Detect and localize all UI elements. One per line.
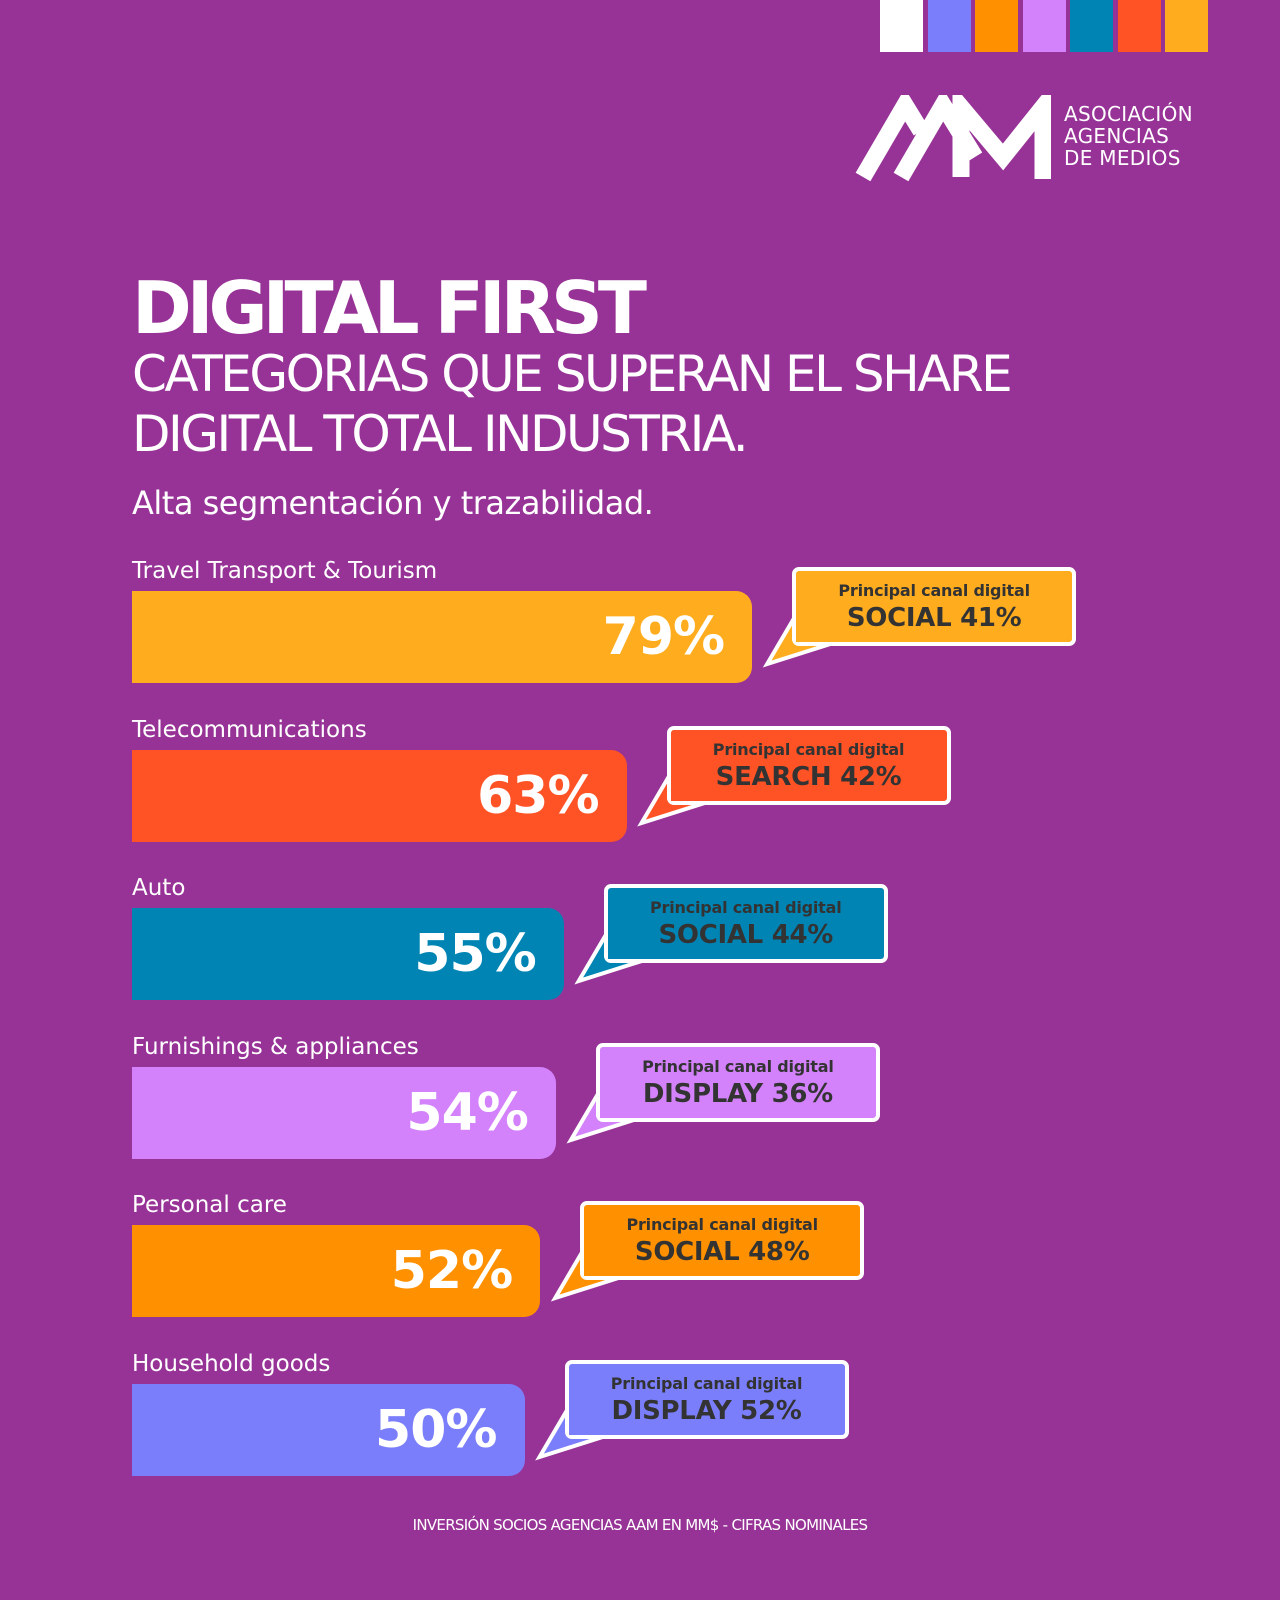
color-swatch (1165, 0, 1208, 52)
page-title: DIGITAL FIRST (132, 266, 647, 350)
callout-joint (599, 1087, 640, 1118)
channel-callout: Principal canal digital DISPLAY 52% (564, 1360, 849, 1439)
bar-value-label: 55% (414, 924, 536, 985)
logo-line-1: ASOCIACIÓN (1064, 102, 1193, 126)
channel-callout: Principal canal digital DISPLAY 36% (595, 1042, 880, 1122)
color-swatch (1022, 0, 1066, 52)
bar: 54% (132, 1066, 556, 1159)
chart-row: Travel Transport & Tourism 79% Principal c… (0, 558, 1280, 708)
callout-heading: Principal canal digital (650, 898, 842, 918)
callout-heading: Principal canal digital (610, 1374, 803, 1393)
category-label: Personal care (132, 1192, 287, 1219)
channel-callout: Principal canal digital SOCIAL 44% (603, 884, 888, 964)
bar: 79% (132, 591, 753, 683)
callout-heading: Principal canal digital (712, 739, 905, 759)
footnote: INVERSIÓN SOCIOS AGENCIAS AAM EN MM$ - C… (412, 1516, 868, 1534)
logo-line-2: AGENCIAS (1064, 124, 1170, 148)
logo-wordmark: ASOCIACIÓN AGENCIAS DE MEDIOS (1064, 103, 1193, 169)
category-label: Travel Transport & Tourism (132, 558, 438, 584)
category-label: Household goods (132, 1351, 331, 1377)
color-swatch (927, 0, 971, 52)
bar: 50% (132, 1384, 525, 1476)
channel-callout: Principal canal digital SOCIAL 41% (792, 567, 1077, 646)
chart-row: Furnishings & appliances 54% Principal can… (0, 1034, 1280, 1184)
callout-channel-share: DISPLAY 36% (642, 1078, 833, 1109)
callout-channel-share: SEARCH 42% (715, 761, 902, 792)
chart-row: Personal care 52% Principal canal digital S… (0, 1192, 1280, 1342)
chart-row: Auto 55% Principal canal digital SOCIAL 44% (0, 875, 1280, 1025)
bar: 52% (132, 1225, 541, 1318)
chart-row: Telecommunications 63% Principal canal dig… (0, 717, 1280, 867)
aam-logo: ASOCIACIÓN AGENCIAS DE MEDIOS (855, 95, 1215, 185)
callout-joint (607, 929, 648, 960)
bar-value-label: 50% (375, 1400, 497, 1460)
callout-channel-share: DISPLAY 52% (611, 1396, 802, 1426)
callout-joint (584, 1246, 625, 1277)
aam-monogram-logo-icon (855, 95, 1051, 182)
channel-callout: Principal canal digital SEARCH 42% (666, 725, 951, 805)
callout-channel-share: SOCIAL 41% (846, 603, 1022, 633)
color-swatch (880, 0, 923, 52)
callout-joint (568, 1405, 609, 1435)
color-swatch (1117, 0, 1161, 52)
callout-heading: Principal canal digital (642, 1056, 834, 1076)
tagline: Alta segmentación y trazabilidad. (132, 484, 654, 522)
chart-row: Household goods 50% Principal canal digita… (0, 1351, 1280, 1501)
category-label: Furnishings & appliances (132, 1033, 419, 1060)
bar-value-label: 54% (406, 1082, 528, 1143)
logo-line-3: DE MEDIOS (1064, 146, 1181, 170)
bar-value-label: 63% (477, 765, 599, 826)
color-swatch (975, 0, 1018, 52)
category-label: Auto (132, 875, 186, 902)
callout-channel-share: SOCIAL 44% (658, 920, 834, 951)
callout-channel-share: SOCIAL 48% (634, 1237, 810, 1268)
callout-joint (796, 612, 837, 642)
bar: 63% (132, 749, 627, 842)
callout-pointer (762, 615, 835, 668)
bar: 55% (132, 908, 564, 1001)
bar-value-label: 79% (602, 607, 725, 667)
bar-value-label: 52% (390, 1241, 513, 1302)
color-swatch (1070, 0, 1113, 52)
callout-heading: Principal canal digital (626, 1215, 818, 1235)
callout-joint (670, 770, 711, 801)
page-subtitle: CATEGORIAS QUE SUPERAN EL SHARE DIGITAL … (132, 345, 1013, 463)
channel-callout: Principal canal digital SOCIAL 48% (580, 1201, 865, 1281)
category-label: Telecommunications (132, 716, 367, 743)
callout-heading: Principal canal digital (838, 581, 1030, 600)
callout-pointer (637, 773, 709, 827)
